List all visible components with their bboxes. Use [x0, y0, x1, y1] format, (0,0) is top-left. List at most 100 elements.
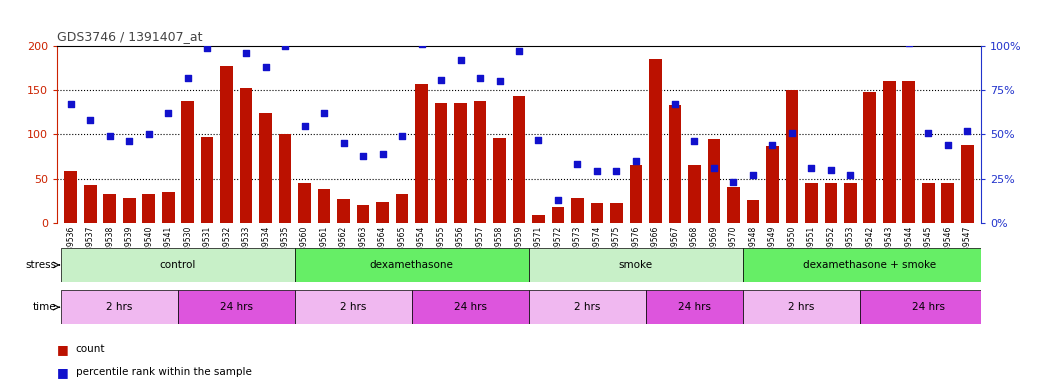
Point — [803, 165, 820, 171]
Bar — [295, 248, 528, 282]
Point — [257, 64, 274, 70]
Point — [62, 101, 79, 108]
Bar — [824, 183, 838, 223]
Bar — [551, 207, 565, 223]
Point — [218, 31, 235, 37]
Text: ■: ■ — [57, 366, 69, 379]
Text: smoke: smoke — [619, 260, 653, 270]
Text: 2 hrs: 2 hrs — [106, 302, 133, 312]
Bar — [395, 194, 408, 223]
Bar — [64, 172, 77, 223]
Bar — [104, 194, 116, 223]
Text: 24 hrs: 24 hrs — [678, 302, 711, 312]
Bar — [528, 290, 646, 324]
Point — [277, 43, 294, 49]
Bar — [528, 248, 743, 282]
Bar — [122, 198, 136, 223]
Text: 24 hrs: 24 hrs — [454, 302, 487, 312]
Bar — [473, 101, 487, 223]
Bar — [902, 81, 916, 223]
Point — [140, 131, 157, 137]
Bar — [412, 290, 528, 324]
Bar — [883, 81, 896, 223]
Text: 2 hrs: 2 hrs — [340, 302, 366, 312]
Bar — [649, 59, 662, 223]
Text: 2 hrs: 2 hrs — [574, 302, 600, 312]
Bar — [630, 165, 643, 223]
Point — [920, 129, 936, 136]
Point — [511, 48, 527, 55]
Point — [608, 169, 625, 175]
Point — [589, 169, 605, 175]
Text: percentile rank within the sample: percentile rank within the sample — [76, 367, 251, 377]
Bar — [646, 290, 743, 324]
Bar — [591, 203, 603, 223]
Point — [726, 179, 742, 185]
Point — [842, 172, 858, 178]
Point — [413, 41, 430, 47]
Bar — [415, 84, 428, 223]
Bar — [337, 199, 350, 223]
Point — [238, 50, 254, 56]
Bar — [142, 194, 155, 223]
Point — [569, 161, 585, 167]
Bar — [844, 183, 856, 223]
Bar — [668, 105, 681, 223]
Point — [530, 137, 547, 143]
Text: GDS3746 / 1391407_at: GDS3746 / 1391407_at — [57, 30, 202, 43]
Point — [647, 31, 663, 37]
Point — [355, 152, 372, 159]
Bar — [357, 205, 370, 223]
Point — [82, 117, 99, 123]
Bar — [961, 145, 974, 223]
Bar — [922, 183, 934, 223]
Bar — [743, 248, 996, 282]
Point — [862, 38, 878, 44]
Point — [491, 78, 508, 84]
Bar — [455, 104, 467, 223]
Point — [550, 197, 567, 203]
Bar — [61, 248, 295, 282]
Bar — [688, 165, 701, 223]
Bar — [571, 198, 583, 223]
Point — [335, 140, 352, 146]
Bar — [279, 134, 292, 223]
Bar — [493, 138, 506, 223]
Bar — [162, 192, 174, 223]
Point — [822, 167, 839, 173]
Bar — [941, 183, 954, 223]
Bar — [220, 66, 233, 223]
Bar — [298, 183, 311, 223]
Point — [296, 122, 312, 129]
Point — [784, 129, 800, 136]
Point — [316, 110, 332, 116]
Text: 24 hrs: 24 hrs — [911, 302, 945, 312]
Bar — [805, 183, 818, 223]
Bar — [295, 290, 412, 324]
Point — [453, 57, 469, 63]
Text: time: time — [33, 302, 56, 312]
Point — [160, 110, 176, 116]
Point — [628, 158, 645, 164]
Bar — [727, 187, 740, 223]
Text: stress: stress — [25, 260, 56, 270]
Point — [666, 101, 683, 108]
Point — [120, 138, 137, 144]
Bar — [766, 146, 778, 223]
Point — [433, 76, 449, 83]
Bar — [513, 96, 525, 223]
Point — [959, 128, 976, 134]
Bar — [786, 90, 798, 223]
Bar — [864, 92, 876, 223]
Bar — [861, 290, 996, 324]
Point — [102, 133, 118, 139]
Bar — [532, 215, 545, 223]
Bar — [240, 88, 252, 223]
Bar — [200, 137, 214, 223]
Point — [180, 75, 196, 81]
Point — [471, 75, 488, 81]
Point — [393, 133, 410, 139]
Bar — [177, 290, 295, 324]
Point — [939, 142, 956, 148]
Text: count: count — [76, 344, 105, 354]
